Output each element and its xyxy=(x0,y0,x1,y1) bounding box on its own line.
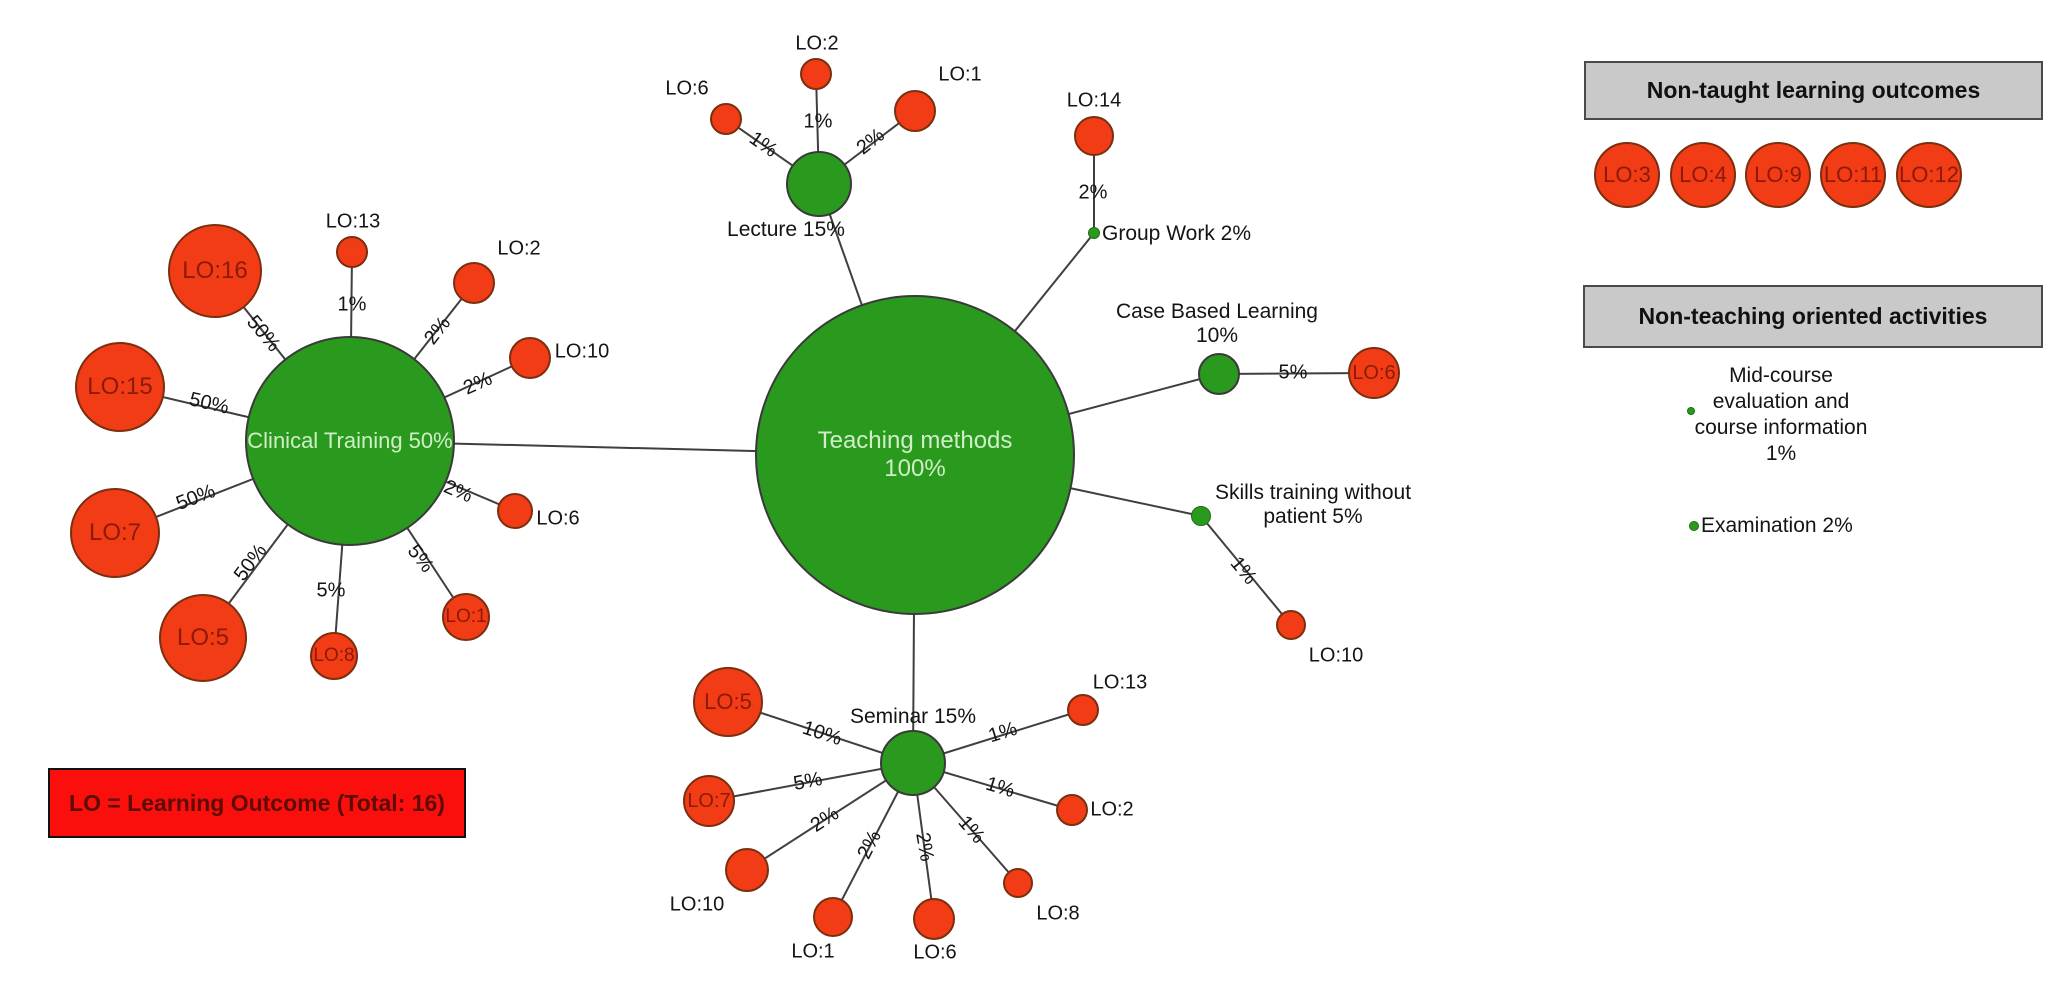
node-sem-lo1 xyxy=(813,897,853,937)
edge-weight-label: 1% xyxy=(337,293,367,316)
diagram-label: LO:10 xyxy=(1308,644,1364,667)
node-midcourse-dot xyxy=(1687,407,1695,415)
diagram-label: LO:2 xyxy=(795,32,839,55)
non-taught-header: Non-taught learning outcomes xyxy=(1584,61,2043,120)
examination-label: Examination 2% xyxy=(1701,514,1853,537)
edge-weight-label: 2% xyxy=(1078,181,1108,204)
node-teaching-methods: Teaching methods 100% xyxy=(755,295,1075,615)
node-clin-lo10 xyxy=(509,337,551,379)
diagram-label: LO:6 xyxy=(665,77,709,100)
non-teaching-header-label: Non-teaching oriented activities xyxy=(1638,303,1988,329)
node-sem-lo10 xyxy=(725,848,769,892)
diagram-label: LO:2 xyxy=(497,237,541,260)
diagram-label: LO:1 xyxy=(791,940,835,963)
node-lec-lo2 xyxy=(800,58,832,90)
diagram-label: Skills training without patient 5% xyxy=(1214,481,1412,528)
node-clinical-training: Clinical Training 50% xyxy=(245,336,455,546)
node-sem-lo8 xyxy=(1003,868,1033,898)
diagram-label: LO:8 xyxy=(1036,902,1080,925)
node-lec-lo6 xyxy=(710,103,742,135)
edge-weight-label: 5% xyxy=(1278,361,1308,384)
diagram-label: LO:14 xyxy=(1066,89,1122,112)
legend-box: LO = Learning Outcome (Total: 16) xyxy=(48,768,466,838)
diagram-label: LO:10 xyxy=(554,340,610,363)
diagram-label: LO:13 xyxy=(1092,671,1148,694)
diagram-label: LO:10 xyxy=(669,893,725,916)
node-nt-lo11: LO:11 xyxy=(1820,142,1886,208)
edge-skills-training--skills-lo10 xyxy=(1200,515,1292,626)
node-nt-lo3: LO:3 xyxy=(1594,142,1660,208)
node-sem-lo2 xyxy=(1056,794,1088,826)
node-clin-lo15: LO:15 xyxy=(75,342,165,432)
non-taught-header-label: Non-taught learning outcomes xyxy=(1646,77,1981,103)
node-clin-lo2 xyxy=(453,262,495,304)
diagram-label: LO:13 xyxy=(325,210,381,233)
node-nt-lo12: LO:12 xyxy=(1896,142,1962,208)
diagram-label: LO:2 xyxy=(1090,798,1134,821)
diagram-label: Group Work 2% xyxy=(1102,222,1251,245)
node-seminar xyxy=(880,730,946,796)
node-clin-lo7: LO:7 xyxy=(70,488,160,578)
diagram-label: LO:6 xyxy=(536,507,580,530)
mid-course-label: Mid-course evaluation and course informa… xyxy=(1694,363,1868,466)
edge-weight-label: 1% xyxy=(803,110,833,133)
node-sem-lo6 xyxy=(913,898,955,940)
diagram-label: Case Based Learning 10% xyxy=(1116,300,1318,347)
diagram-label: LO:6 xyxy=(913,941,957,964)
node-case-based-learning xyxy=(1198,353,1240,395)
diagram-label: Seminar 15% xyxy=(849,705,977,728)
node-clin-lo16: LO:16 xyxy=(168,224,262,318)
node-clin-lo5: LO:5 xyxy=(159,594,247,682)
node-sem-lo7: LO:7 xyxy=(683,775,735,827)
diagram-label: LO:1 xyxy=(938,63,982,86)
node-nt-lo4: LO:4 xyxy=(1670,142,1736,208)
node-sem-lo13 xyxy=(1067,694,1099,726)
node-cbl-lo6: LO:6 xyxy=(1348,347,1400,399)
diagram-label: Lecture 15% xyxy=(727,218,845,241)
node-sem-lo5: LO:5 xyxy=(693,667,763,737)
node-gw-lo14 xyxy=(1074,116,1114,156)
non-teaching-header: Non-teaching oriented activities xyxy=(1583,285,2043,348)
node-examination-dot xyxy=(1689,521,1699,531)
node-lecture xyxy=(786,151,852,217)
edge-seminar--sem-lo7 xyxy=(708,762,914,802)
node-clin-lo13 xyxy=(336,236,368,268)
node-clin-lo6 xyxy=(497,493,533,529)
node-skills-training xyxy=(1191,506,1211,526)
node-clin-lo8: LO:8 xyxy=(310,632,358,680)
edge-weight-label: 5% xyxy=(316,579,346,602)
node-lec-lo1 xyxy=(894,90,936,132)
legend-label: LO = Learning Outcome (Total: 16) xyxy=(69,789,445,816)
node-skills-lo10 xyxy=(1276,610,1306,640)
node-clin-lo1: LO:1 xyxy=(442,593,490,641)
node-group-work xyxy=(1088,227,1100,239)
edge-weight-label: 2% xyxy=(911,830,938,864)
node-nt-lo9: LO:9 xyxy=(1745,142,1811,208)
